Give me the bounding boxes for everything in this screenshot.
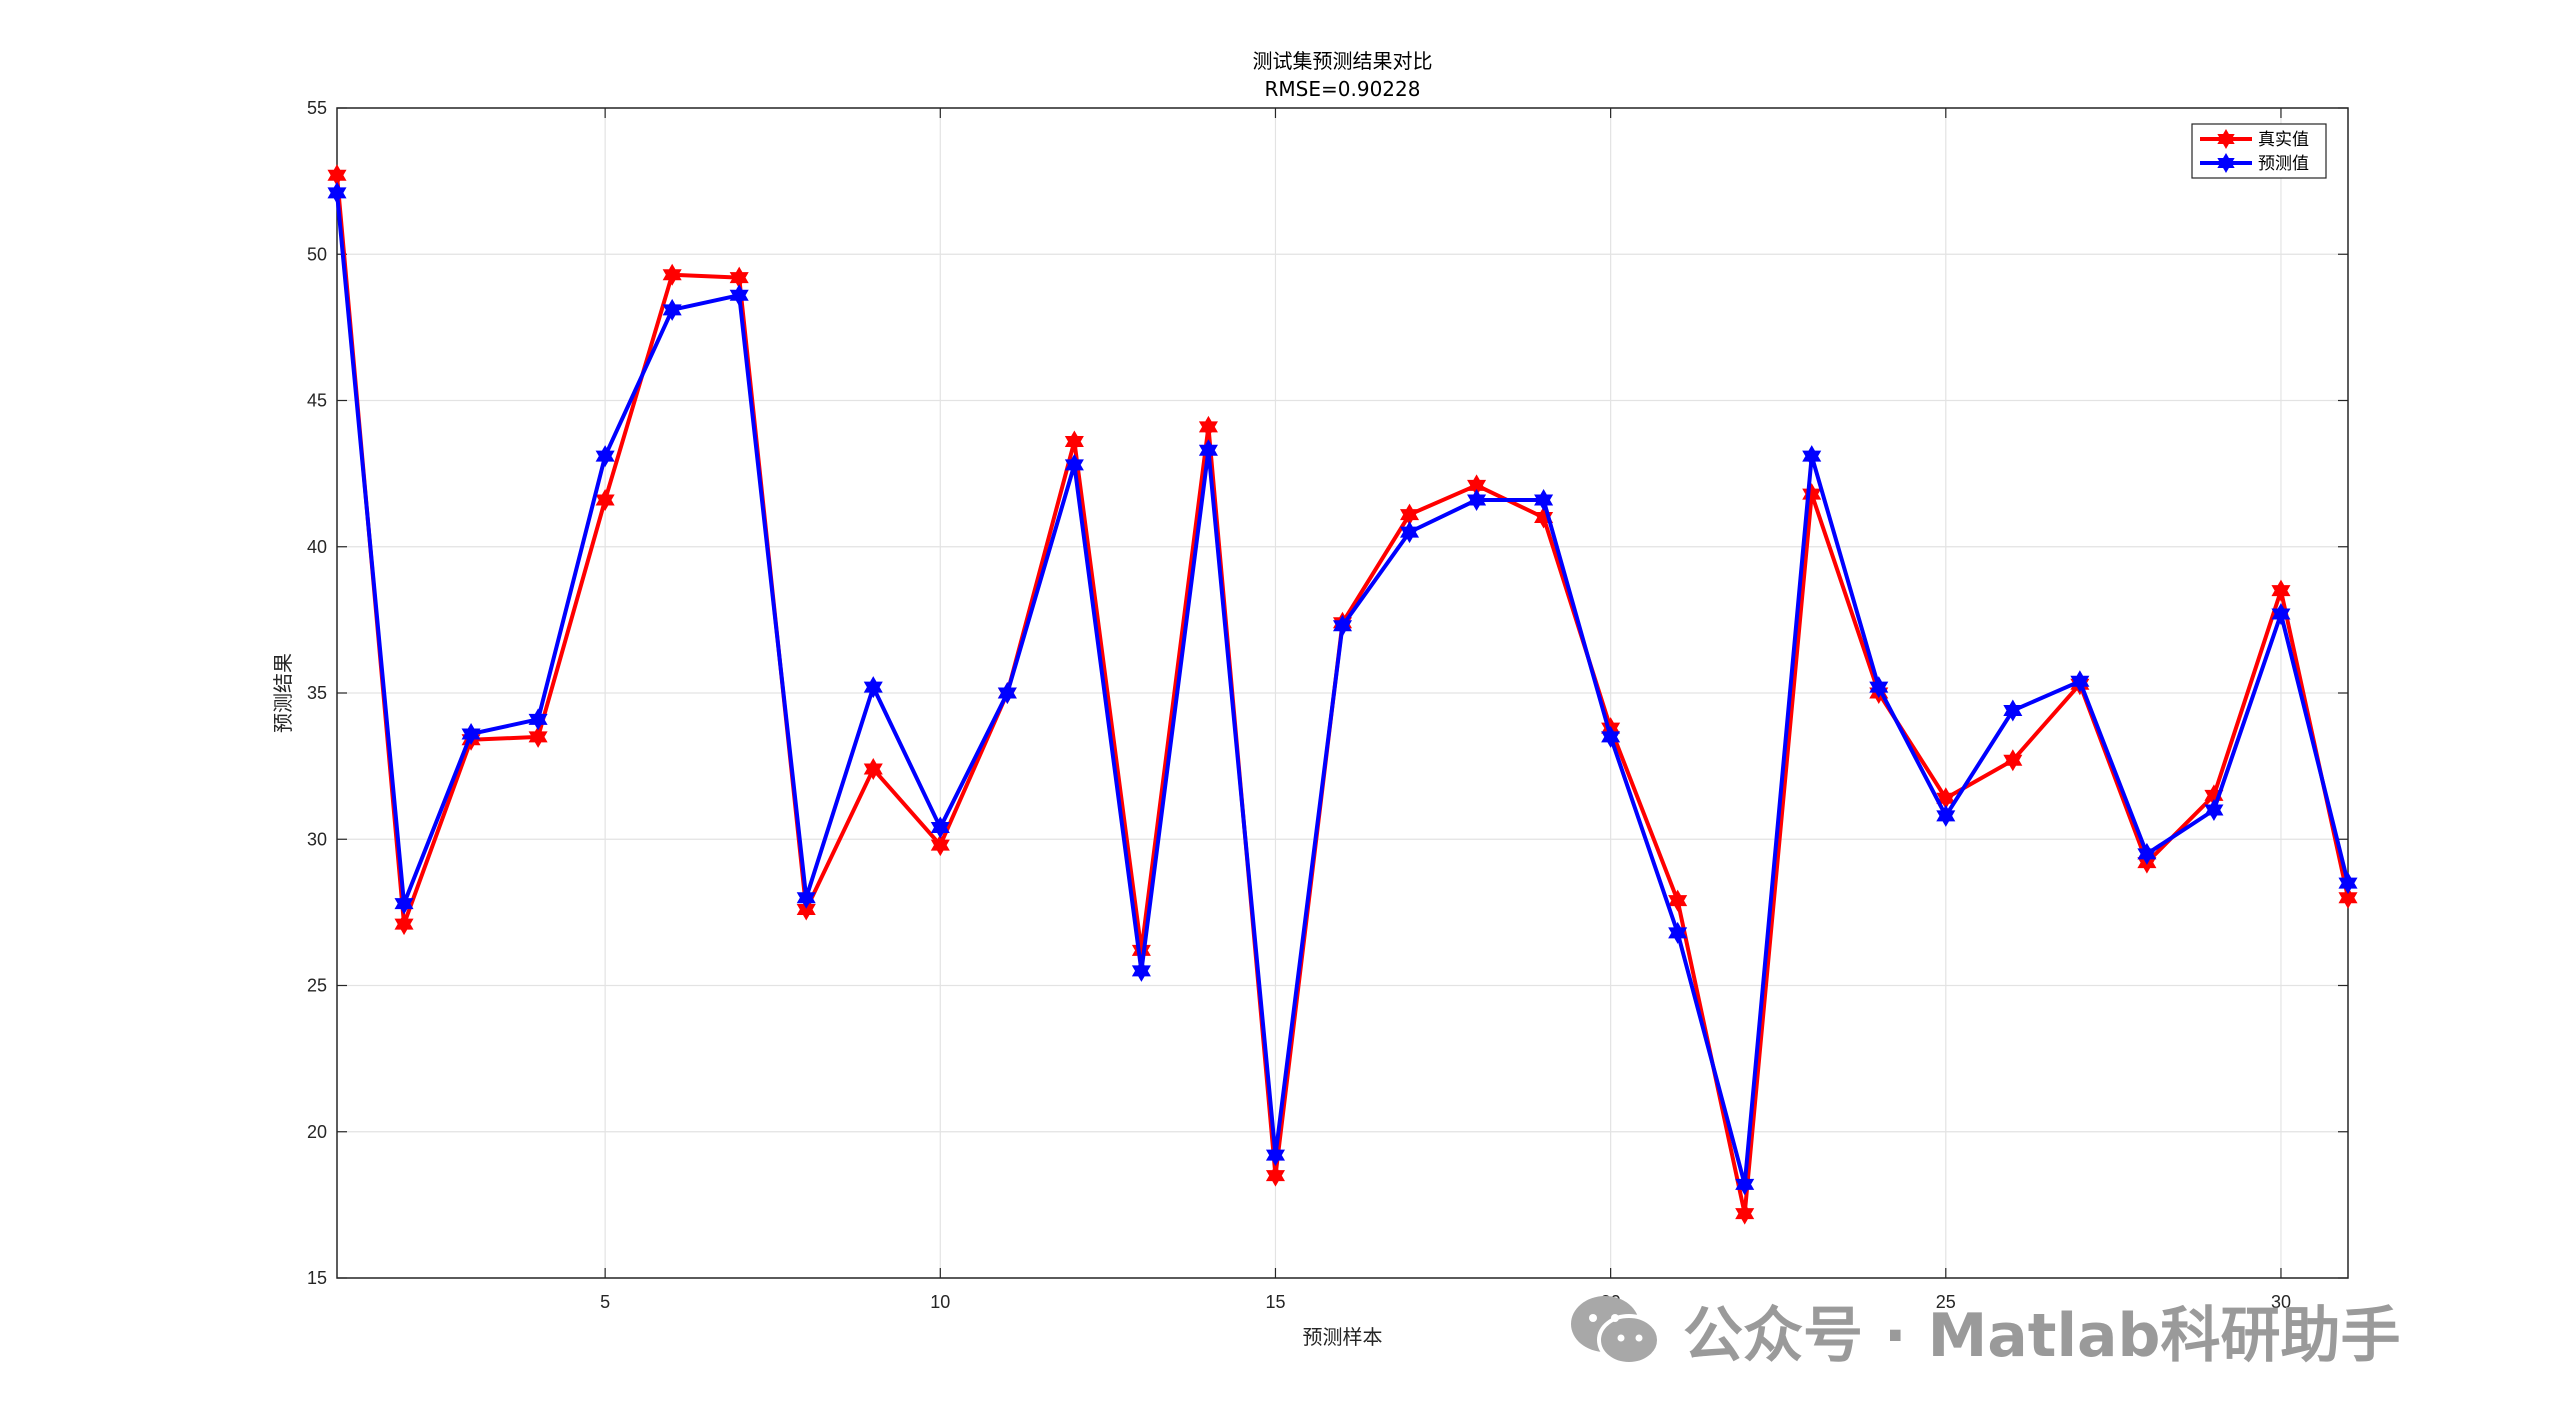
data-point [2137, 842, 2157, 865]
data-point [327, 164, 347, 187]
wechat-icon [1571, 1296, 1661, 1366]
data-point [1735, 1173, 1755, 1196]
y-tick-label: 40 [307, 537, 327, 557]
y-tick-label: 55 [307, 98, 327, 118]
data-point [1668, 889, 1688, 912]
data-point [930, 816, 950, 839]
data-point [729, 266, 749, 289]
data-point [528, 725, 548, 748]
legend-marker [2217, 128, 2235, 150]
chart-subtitle: RMSE=0.90228 [1265, 77, 1421, 101]
chart-title: 测试集预测结果对比 [1253, 49, 1433, 73]
x-axis-label: 预测样本 [1303, 1325, 1383, 1349]
data-point [1064, 430, 1084, 453]
legend-item: 真实值 [2200, 128, 2309, 150]
data-point [662, 263, 682, 286]
legend-label: 真实值 [2258, 130, 2309, 150]
x-tick-label: 30 [2271, 1292, 2291, 1312]
data-point [1198, 439, 1218, 462]
data-point [1534, 488, 1554, 511]
data-point [1869, 676, 1889, 699]
data-point [1265, 1144, 1285, 1167]
data-point [1198, 415, 1218, 438]
data-point [729, 284, 749, 307]
data-point [863, 758, 883, 781]
data-point [595, 445, 615, 468]
data-point [2003, 749, 2023, 772]
data-point [863, 676, 883, 699]
y-tick-label: 20 [307, 1122, 327, 1142]
x-tick-label: 25 [1936, 1292, 1956, 1312]
data-point [930, 834, 950, 857]
data-point [796, 886, 816, 909]
x-tick-label: 15 [1265, 1292, 1285, 1312]
y-tick-label: 45 [307, 391, 327, 411]
data-point [1601, 725, 1621, 748]
data-point [1064, 453, 1084, 476]
x-tick-label: 5 [600, 1292, 610, 1312]
x-tick-label: 10 [930, 1292, 950, 1312]
data-point [1400, 503, 1420, 526]
data-point [1802, 445, 1822, 468]
data-point [997, 681, 1017, 705]
data-point [2271, 579, 2291, 602]
data-point [461, 722, 481, 745]
y-tick-label: 30 [307, 829, 327, 849]
data-point [2338, 872, 2358, 895]
data-point [2204, 798, 2224, 822]
legend-item: 预测值 [2200, 152, 2309, 174]
data-point [327, 181, 347, 204]
data-point [1400, 521, 1420, 544]
watermark-text: 公众号 · Matlab科研助手 [1683, 1300, 2401, 1371]
y-tick-label: 25 [307, 976, 327, 996]
y-tick-label: 50 [307, 244, 327, 264]
data-point [2271, 603, 2291, 626]
data-point [2070, 670, 2090, 693]
y-axis-label: 预测结果 [271, 653, 295, 733]
data-point [394, 913, 414, 936]
ticks: 51015202530152025303540455055 [307, 98, 2348, 1312]
legend-marker [2217, 152, 2235, 174]
legend-label: 预测值 [2258, 154, 2309, 174]
legend-box [2191, 123, 2327, 179]
data-point [528, 708, 548, 731]
y-tick-label: 15 [307, 1268, 327, 1288]
data-point [595, 488, 615, 511]
data-point [394, 892, 414, 915]
y-tick-label: 35 [307, 683, 327, 703]
series-layer [327, 164, 2358, 1225]
series-2 [327, 181, 2358, 1196]
data-point [1936, 804, 1956, 827]
watermark: 公众号 · Matlab科研助手 [1565, 1290, 2400, 1371]
data-point [1265, 1164, 1285, 1187]
grid [337, 107, 2348, 1279]
data-point [1332, 614, 1353, 637]
series-line [335, 192, 2350, 1187]
data-point [1131, 959, 1151, 982]
data-point [1467, 488, 1487, 511]
data-point [1735, 1202, 1755, 1225]
data-point [1668, 921, 1688, 944]
data-point [662, 298, 682, 321]
data-point [2003, 699, 2023, 722]
